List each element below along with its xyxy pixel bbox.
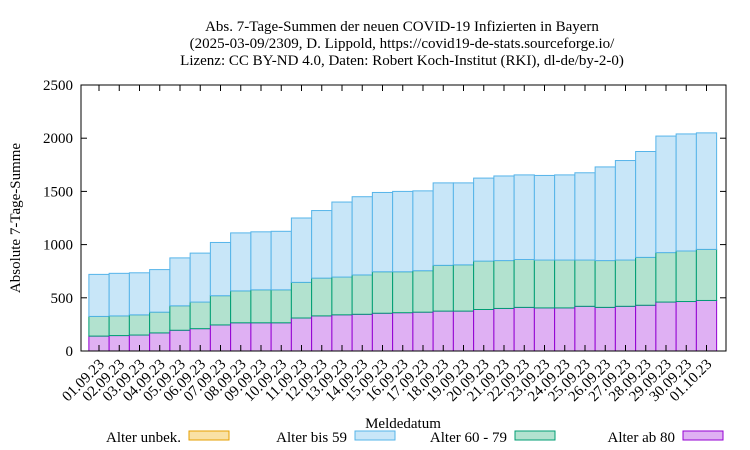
bar-alter-60-79-10 [270,289,292,324]
legend-label: Alter ab 80 [608,430,675,446]
bar-alter-60-79-16 [392,271,414,314]
y-tick-label: 500 [51,291,74,307]
bar-alter-bis-59-6 [189,252,211,303]
bar-alter-bis-59-26 [594,166,616,262]
bar-alter-60-79-15 [371,271,394,314]
bar-alter-bis-59-8 [230,232,252,292]
bar-alter-ab-80-21 [493,307,515,352]
y-tick-label: 2500 [43,78,73,94]
bar-alter-bis-59-19 [452,182,475,266]
bar-alter-60-79-3 [128,314,151,336]
bar-alter-ab-80-25 [574,305,596,352]
bar-alter-60-79-1 [88,315,110,337]
legend-label: Alter unbek. [106,430,181,446]
bar-alter-60-79-19 [452,264,475,312]
bar-alter-60-79-12 [311,277,333,317]
bars-group [88,132,718,352]
bar-alter-ab-80-26 [594,306,616,352]
y-tick-label: 1000 [43,238,73,254]
bar-alter-bis-59-27 [614,160,637,261]
bar-alter-bis-59-3 [128,272,151,316]
bar-alter-60-79-21 [493,260,515,309]
legend: Alter unbek. Alter bis 59 Alter 60 - 79 Alt… [106,430,724,446]
bar-alter-ab-80-31 [695,299,718,352]
chart-title-line-2: (2025-03-09/2309, D. Lippold, https://co… [190,36,615,52]
legend-label: Alter bis 59 [276,430,347,446]
legend-swatch [514,430,556,441]
bar-alter-60-79-24 [554,259,576,309]
bar-alter-bis-59-7 [209,241,232,297]
bar-alter-ab-80-23 [533,307,556,352]
bar-alter-bis-59-9 [250,231,272,291]
bar-alter-60-79-6 [189,301,211,330]
bar-alter-60-79-7 [209,295,232,326]
bar-alter-60-79-22 [513,259,535,308]
y-tick-label: 2000 [43,131,73,147]
bar-alter-bis-59-12 [311,210,333,279]
bar-alter-60-79-28 [635,256,657,306]
bar-alter-60-79-20 [473,260,495,310]
bar-alter-60-79-26 [594,260,616,308]
bar-alter-bis-59-25 [574,172,596,261]
bar-alter-bis-59-23 [533,174,556,261]
bar-alter-ab-80-28 [635,304,657,352]
bar-alter-bis-59-4 [149,269,171,313]
bar-alter-60-79-18 [432,264,454,312]
bar-alter-60-79-31 [695,248,718,301]
bar-alter-ab-80-20 [473,309,495,352]
bar-alter-bis-59-10 [270,230,292,291]
bar-alter-60-79-30 [675,250,697,303]
bar-alter-60-79-29 [655,252,677,303]
bar-alter-60-79-9 [250,289,272,324]
legend-swatch [354,430,396,441]
bar-alter-bis-59-11 [290,217,313,283]
bar-alter-bis-59-16 [392,190,414,273]
bar-alter-bis-59-20 [473,177,495,262]
bar-alter-bis-59-24 [554,174,576,261]
legend-label: Alter 60 - 79 [430,430,507,446]
bar-alter-bis-59-28 [635,151,657,258]
bar-alter-bis-59-15 [371,191,394,273]
bar-alter-60-79-4 [149,311,171,334]
plot-frame [80,84,727,352]
bar-alter-bis-59-17 [412,190,434,272]
bar-alter-bis-59-22 [513,174,535,260]
bar-alter-60-79-17 [412,270,434,313]
bar-alter-60-79-14 [351,274,373,315]
bar-alter-60-79-25 [574,259,596,307]
bar-alter-bis-59-13 [331,201,353,278]
bar-alter-60-79-2 [108,315,130,337]
bar-alter-bis-59-29 [655,135,677,254]
x-axis-label: Meldedatum [365,416,441,432]
bar-alter-bis-59-2 [108,272,130,317]
legend-swatch [682,430,724,441]
y-axis: 0 500 1000 1500 2000 2500 [43,78,726,360]
x-axis: 01.09.2302.09.2303.09.2304.09.2305.09.23… [59,85,715,405]
bar-alter-bis-59-1 [88,273,110,317]
chart-title-line-3: Lizenz: CC BY-ND 4.0, Daten: Robert Koch… [180,53,624,69]
bar-alter-ab-80-27 [614,305,637,352]
y-tick-label: 1500 [43,184,73,200]
y-axis-label: Absolute 7-Tage-Summe [8,143,24,294]
bar-alter-60-79-5 [169,305,191,331]
y-tick-label: 0 [66,344,74,360]
bar-alter-ab-80-22 [513,306,535,352]
bar-alter-60-79-8 [230,290,252,324]
bar-alter-bis-59-21 [493,175,515,262]
legend-swatch [188,430,230,441]
bar-alter-bis-59-31 [695,132,718,250]
bar-alter-60-79-11 [290,281,313,319]
bar-alter-ab-80-24 [554,307,576,352]
bar-alter-bis-59-18 [432,182,454,266]
bar-alter-ab-80-30 [675,301,697,352]
chart-title-line-1: Abs. 7-Tage-Summen der neuen COVID-19 In… [205,19,599,35]
bar-alter-bis-59-14 [351,196,373,276]
bar-alter-bis-59-5 [169,257,191,307]
bar-alter-60-79-27 [614,259,637,307]
bar-alter-bis-59-30 [675,133,697,252]
bar-alter-60-79-23 [533,259,556,309]
bar-alter-ab-80-29 [655,301,677,352]
bar-alter-60-79-13 [331,276,353,316]
